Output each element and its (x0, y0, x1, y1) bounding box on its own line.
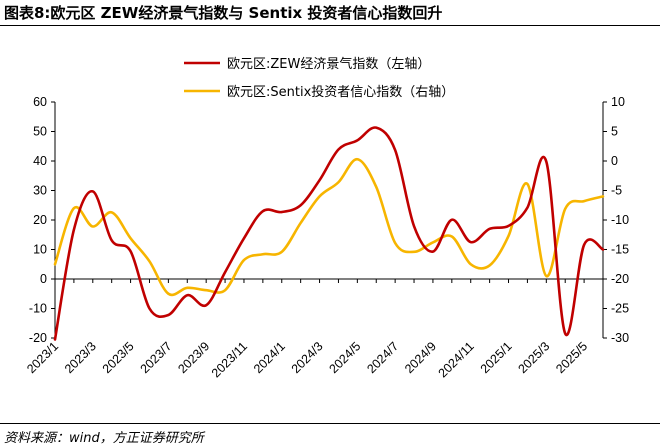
x-tick-label: 2025/3 (515, 339, 552, 376)
left-y-tick-label: 50 (33, 125, 47, 139)
right-y-tick-label: 10 (611, 95, 625, 109)
x-tick-label: 2024/11 (436, 339, 477, 380)
right-y-tick-label: 5 (611, 125, 618, 139)
right-y-tick-label: -25 (611, 302, 629, 316)
x-tick-label: 2025/1 (478, 339, 515, 376)
zew-series-line (53, 126, 605, 341)
left-y-tick-label: 0 (40, 272, 47, 286)
legend-label: 欧元区:Sentix投资者信心指数（右轴） (227, 84, 454, 100)
left-y-tick-label: 60 (33, 95, 47, 109)
x-tick-label: 2025/5 (553, 339, 590, 376)
source-note: 资料来源：wind，方正证券研究所 (4, 431, 204, 446)
left-y-tick-label: 10 (33, 243, 47, 257)
left-y-tick-label: 30 (33, 184, 47, 198)
x-tick-label: 2024/3 (289, 339, 326, 376)
x-tick-label: 2023/7 (138, 339, 175, 376)
right-y-tick-label: 0 (611, 154, 618, 168)
x-tick-label: 2024/9 (402, 339, 439, 376)
x-tick-label: 2024/1 (251, 339, 288, 376)
left-y-tick-label: -20 (29, 331, 47, 345)
right-y-tick-label: -20 (611, 272, 629, 286)
right-y-tick-label: -10 (611, 213, 629, 227)
x-tick-label: 2023/3 (62, 339, 99, 376)
source-divider (0, 423, 660, 424)
left-y-tick-label: 40 (33, 154, 47, 168)
x-tick-label: 2024/5 (327, 339, 364, 376)
right-y-tick-label: -30 (611, 331, 629, 345)
right-y-tick-label: -5 (611, 184, 622, 198)
x-tick-label: 2023/5 (100, 339, 137, 376)
left-y-tick-label: 20 (33, 213, 47, 227)
x-tick-label: 2023/9 (175, 339, 212, 376)
title-divider (0, 25, 660, 26)
legend-label: 欧元区:ZEW经济景气指数（左轴） (227, 56, 430, 72)
sentix-series-line (53, 157, 605, 297)
left-y-tick-label: -10 (29, 302, 47, 316)
x-tick-label: 2023/11 (209, 339, 250, 380)
figure-title: 图表8:欧元区 ZEW经济景气指数与 Sentix 投资者信心指数回升 (4, 4, 443, 22)
x-tick-label: 2024/7 (364, 339, 401, 376)
right-y-tick-label: -15 (611, 243, 629, 257)
